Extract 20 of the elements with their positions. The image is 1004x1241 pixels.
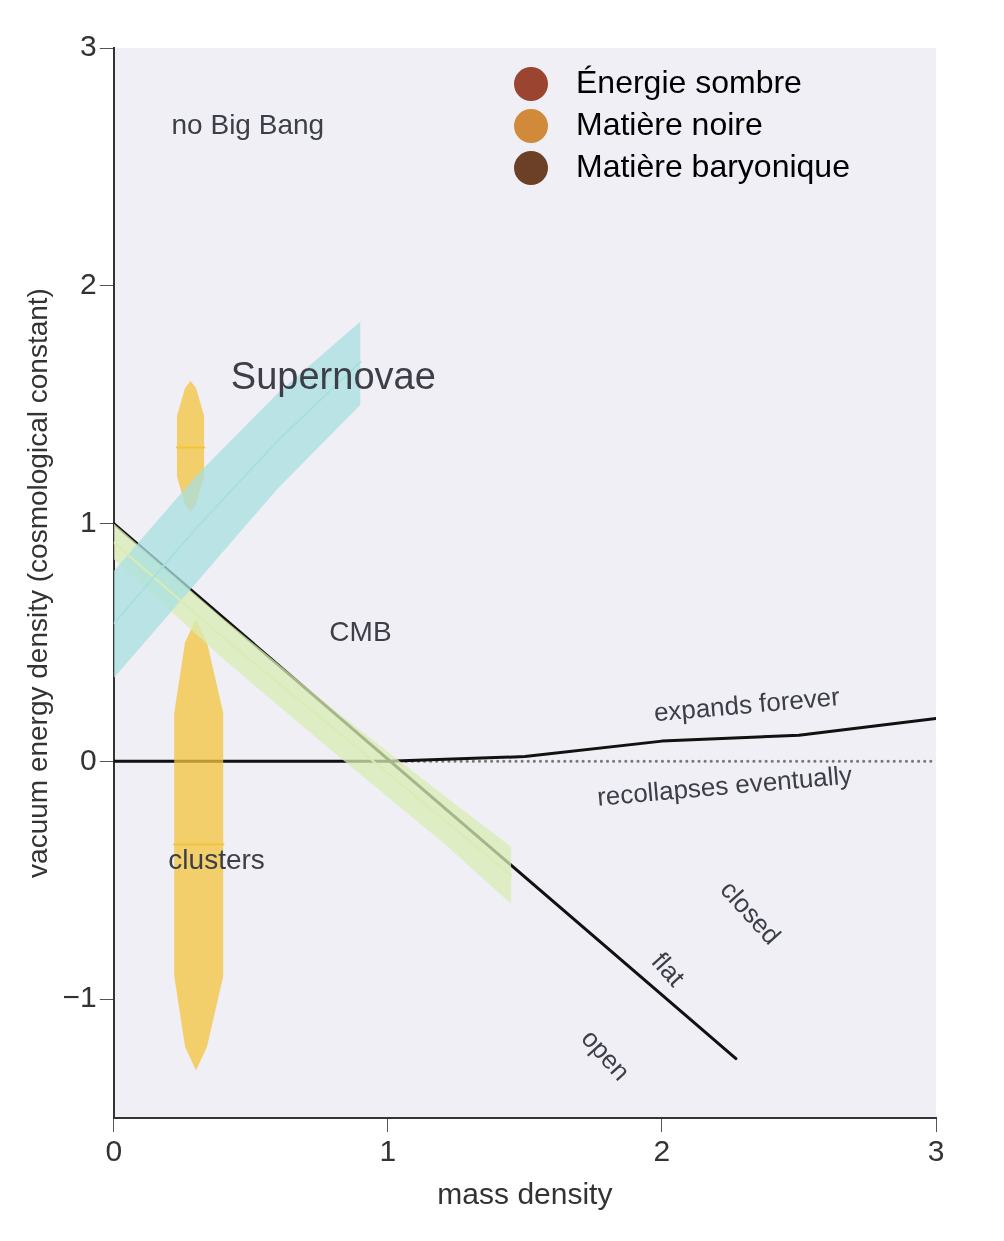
y-tick-label: −1: [62, 980, 97, 1014]
y-tick-label: 1: [80, 504, 97, 538]
legend-label: Matière noire: [576, 105, 763, 142]
annotation: no Big Bang: [171, 108, 325, 140]
y-tick-label: 2: [80, 267, 97, 301]
x-axis-title: mass density: [437, 1177, 613, 1211]
annotation: CMB: [329, 616, 392, 648]
annotation: Supernovae: [230, 355, 436, 398]
x-tick-label: 0: [105, 1134, 123, 1168]
legend-label: Matière baryonique: [576, 147, 850, 184]
x-tick-label: 2: [653, 1134, 671, 1168]
y-axis-title: vacuum energy density (cosmological constant): [21, 288, 53, 878]
y-tick-label: 3: [80, 29, 97, 63]
x-tick-label: 1: [379, 1134, 397, 1168]
y-tick-label: 0: [80, 742, 97, 776]
annotation: recollapses eventually: [595, 759, 854, 812]
annotation: flat: [645, 946, 692, 993]
legend-label: Énergie sombre: [576, 63, 802, 100]
annotation: expands forever: [652, 681, 842, 728]
x-tick-label: 3: [927, 1134, 945, 1168]
